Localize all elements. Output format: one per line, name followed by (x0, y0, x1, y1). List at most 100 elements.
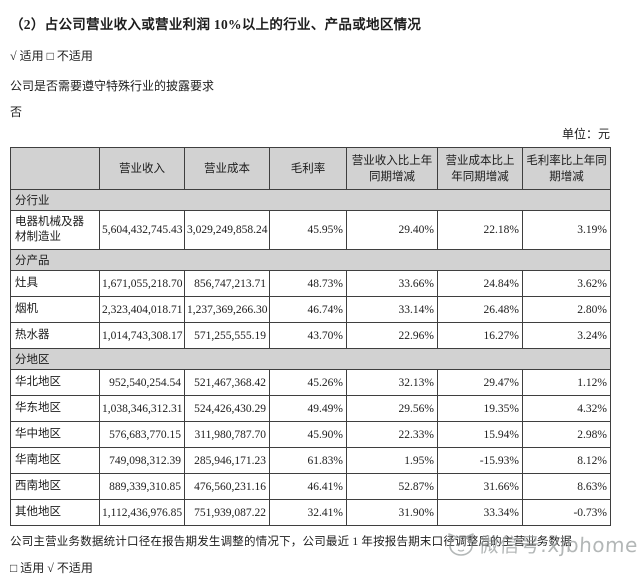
row-value: 15.94% (437, 421, 523, 448)
row-value: 19.35% (437, 395, 523, 422)
section-row-2: 分地区 (10, 348, 611, 370)
row-value: 52.87% (346, 473, 438, 500)
row-value: 952,540,254.54 (99, 369, 185, 396)
row-value: 1,671,055,218.70 (99, 270, 185, 297)
data-row: 西南地区 889,339,310.85 476,560,231.16 46.41% 52… (10, 473, 611, 500)
statistics-adjustment-note: 公司主营业务数据统计口径在报告期发生调整的情况下，公司最近 1 年按报告期末口径… (10, 536, 572, 548)
row-value: 33.34% (437, 499, 523, 526)
data-row: 华南地区 749,098,312.39 285,946,171.23 61.83% 1.… (10, 447, 611, 474)
row-value: 45.90% (269, 421, 347, 448)
row-value: 521,467,368.42 (184, 369, 270, 396)
row-value: 24.84% (437, 270, 523, 297)
row-value: 46.41% (269, 473, 347, 500)
row-value: 2,323,404,018.71 (99, 296, 185, 323)
column-header-margin: 毛利率 (269, 147, 347, 190)
row-value: 1,112,436,976.85 (99, 499, 185, 526)
row-value: 22.96% (346, 322, 438, 349)
row-label: 华东地区 (10, 395, 100, 422)
row-value: 576,683,770.15 (99, 421, 185, 448)
table-header-row: 营业收入 营业成本 毛利率 营业收入比上年同期增减 营业成本比上年同期增减 毛利… (10, 147, 611, 190)
data-row: 热水器 1,014,743,308.17 571,255,555.19 43.70% 2… (10, 322, 611, 349)
row-value: 2.80% (522, 296, 611, 323)
row-label: 华中地区 (10, 421, 100, 448)
row-value: 1,038,346,312.31 (99, 395, 185, 422)
row-value: 16.27% (437, 322, 523, 349)
row-label: 其他地区 (10, 499, 100, 526)
unit-label: 单位：元 (561, 127, 610, 141)
footer-applicability-line: □ 适用 √ 不适用 (10, 561, 93, 575)
row-value: 751,939,087.22 (184, 499, 270, 526)
row-value: 8.63% (522, 473, 611, 500)
row-label: 华南地区 (10, 447, 100, 474)
row-value: 31.90% (346, 499, 438, 526)
row-value: 32.13% (346, 369, 438, 396)
page-title: （2）占公司营业收入或营业利润 10%以上的行业、产品或地区情况 (10, 17, 422, 32)
data-row: 烟机 2,323,404,018.71 1,237,369,266.30 46.74%… (10, 296, 611, 323)
row-value: -15.93% (437, 447, 523, 474)
row-value: 29.47% (437, 369, 523, 396)
row-label: 西南地区 (10, 473, 100, 500)
data-row: 电器机械及器材制造业 5,604,432,745.43 3,029,249,858.… (10, 210, 611, 250)
row-value: 3.24% (522, 322, 611, 349)
section-label: 分地区 (10, 348, 611, 370)
row-value: 3.62% (522, 270, 611, 297)
row-value: 1,014,743,308.17 (99, 322, 185, 349)
row-label: 电器机械及器材制造业 (10, 210, 100, 250)
data-row: 华中地区 576,683,770.15 311,980,787.70 45.90% 22… (10, 421, 611, 448)
row-value: 43.70% (269, 322, 347, 349)
row-value: 29.40% (346, 210, 438, 250)
data-row: 华北地区 952,540,254.54 521,467,368.42 45.26% 32… (10, 369, 611, 396)
row-value: 48.73% (269, 270, 347, 297)
row-value: 1.12% (522, 369, 611, 396)
row-value: 5,604,432,745.43 (99, 210, 185, 250)
data-row: 其他地区 1,112,436,976.85 751,939,087.22 32.41%… (10, 499, 611, 526)
row-label: 烟机 (10, 296, 100, 323)
row-label: 热水器 (10, 322, 100, 349)
row-value: 311,980,787.70 (184, 421, 270, 448)
row-value: 4.32% (522, 395, 611, 422)
section-row-1: 分产品 (10, 249, 611, 271)
column-header-cost-yoy: 营业成本比上年同期增减 (437, 147, 523, 190)
row-label: 华北地区 (10, 369, 100, 396)
row-value: -0.73% (522, 499, 611, 526)
special-industry-question: 公司是否需要遵守特殊行业的披露要求 (10, 79, 215, 93)
row-label: 灶具 (10, 270, 100, 297)
row-value: 3,029,249,858.24 (184, 210, 270, 250)
row-value: 1,237,369,266.30 (184, 296, 270, 323)
row-value: 45.95% (269, 210, 347, 250)
row-value: 46.74% (269, 296, 347, 323)
section-row-0: 分行业 (10, 189, 611, 211)
column-header-revenue-yoy: 营业收入比上年同期增减 (346, 147, 438, 190)
column-header-revenue: 营业收入 (99, 147, 185, 190)
row-value: 33.14% (346, 296, 438, 323)
row-value: 45.26% (269, 369, 347, 396)
row-value: 22.18% (437, 210, 523, 250)
row-value: 889,339,310.85 (99, 473, 185, 500)
row-value: 1.95% (346, 447, 438, 474)
applicability-line: √ 适用 □ 不适用 (10, 49, 93, 63)
row-value: 31.66% (437, 473, 523, 500)
row-value: 856,747,213.71 (184, 270, 270, 297)
segment-data-table: 营业收入 营业成本 毛利率 营业收入比上年同期增减 营业成本比上年同期增减 毛利… (10, 147, 611, 526)
row-value: 8.12% (522, 447, 611, 474)
row-value: 22.33% (346, 421, 438, 448)
column-header-blank (10, 147, 100, 190)
row-value: 524,426,430.29 (184, 395, 270, 422)
column-header-cost: 营业成本 (184, 147, 270, 190)
row-value: 33.66% (346, 270, 438, 297)
row-value: 285,946,171.23 (184, 447, 270, 474)
row-value: 571,255,555.19 (184, 322, 270, 349)
row-value: 49.49% (269, 395, 347, 422)
row-value: 29.56% (346, 395, 438, 422)
section-label: 分行业 (10, 189, 611, 211)
row-value: 61.83% (269, 447, 347, 474)
data-row: 灶具 1,671,055,218.70 856,747,213.71 48.73% 33… (10, 270, 611, 297)
special-industry-answer: 否 (10, 105, 23, 119)
row-value: 749,098,312.39 (99, 447, 185, 474)
row-value: 26.48% (437, 296, 523, 323)
column-header-margin-yoy: 毛利率比上年同期增减 (522, 147, 611, 190)
row-value: 32.41% (269, 499, 347, 526)
section-label: 分产品 (10, 249, 611, 271)
row-value: 2.98% (522, 421, 611, 448)
